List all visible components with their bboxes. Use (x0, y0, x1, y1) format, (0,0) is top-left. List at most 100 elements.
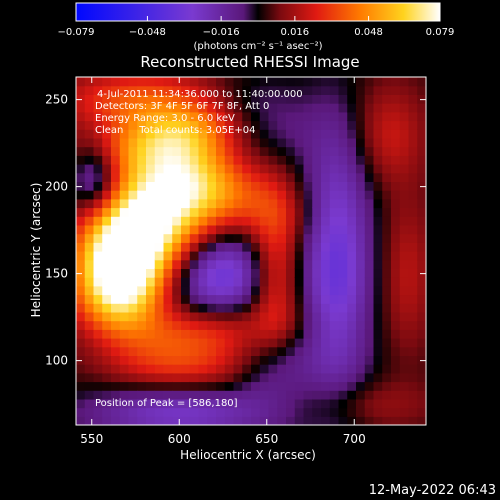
heatmap-cell (312, 155, 322, 165)
heatmap-cell (181, 172, 191, 182)
heatmap-cell (329, 381, 340, 391)
heatmap-cell (207, 137, 217, 148)
heatmap-cell (356, 346, 366, 356)
heatmap-cell (111, 398, 121, 409)
heatmap-cell (294, 416, 305, 425)
heatmap-cell (137, 164, 147, 174)
heatmap-cell (303, 146, 313, 156)
heatmap-cell (321, 207, 331, 217)
heatmap-cell (76, 198, 86, 209)
heatmap-cell (102, 346, 112, 356)
heatmap-cell (356, 120, 366, 130)
heatmap-cell (391, 364, 401, 374)
heatmap-cell (408, 137, 418, 148)
heatmap-cell (172, 390, 182, 400)
heatmap-cell (111, 355, 121, 365)
heatmap-cell (303, 303, 313, 313)
heatmap-cell (172, 155, 182, 165)
heatmap-cell (76, 329, 86, 339)
heatmap-cell (399, 111, 410, 122)
heatmap-cell (84, 303, 95, 313)
heatmap-cell (84, 407, 95, 417)
heatmap-cell (198, 294, 208, 304)
heatmap-cell (321, 198, 331, 209)
heatmap-cell (251, 277, 261, 287)
heatmap-cell (242, 198, 252, 209)
heatmap-cell (154, 268, 165, 278)
heatmap-cell (216, 77, 226, 87)
heatmap-cell (338, 172, 348, 182)
heatmap-cell (119, 181, 130, 191)
heatmap-cell (347, 242, 357, 252)
heatmap-cell (399, 181, 410, 191)
heatmap-cell (321, 311, 331, 322)
y-tick-label: 200 (45, 180, 68, 194)
heatmap-cell (172, 242, 182, 252)
heatmap-cell (102, 129, 112, 139)
heatmap-cell (338, 277, 348, 287)
heatmap-cell (329, 285, 340, 296)
heatmap-cell (233, 381, 243, 391)
heatmap-cell (154, 146, 165, 156)
heatmap-cell (399, 146, 410, 156)
heatmap-cell (286, 164, 296, 174)
heatmap-cell (111, 111, 121, 122)
heatmap-cell (303, 259, 313, 269)
heatmap-cell (347, 285, 357, 296)
heatmap-cell (356, 155, 366, 165)
heatmap-cell (268, 311, 278, 322)
heatmap-cell (268, 355, 278, 365)
heatmap-cell (391, 181, 401, 191)
heatmap-cell (154, 407, 165, 417)
heatmap-cell (373, 172, 383, 182)
heatmap-cell (373, 259, 383, 269)
heatmap-cell (207, 146, 217, 156)
heatmap-cell (312, 268, 322, 278)
heatmap-cell (76, 111, 86, 122)
heatmap-cell (207, 164, 217, 174)
heatmap-cell (399, 303, 410, 313)
heatmap-cell (84, 85, 95, 95)
heatmap-cell (137, 251, 147, 261)
heatmap-cell (181, 277, 191, 287)
heatmap-cell (312, 85, 322, 95)
x-axis-label: Heliocentric X (arcsec) (180, 448, 316, 462)
heatmap-cell (303, 407, 313, 417)
heatmap-cell (294, 146, 305, 156)
heatmap-cell (321, 190, 331, 200)
heatmap-cell (321, 338, 331, 348)
heatmap-cell (356, 77, 366, 87)
heatmap-cell (242, 164, 252, 174)
heatmap-cell (259, 77, 270, 87)
heatmap-cell (233, 198, 243, 209)
heatmap-cell (286, 398, 296, 409)
heatmap-cell (216, 338, 226, 348)
heatmap-cell (417, 390, 426, 400)
heatmap-cell (408, 172, 418, 182)
heatmap-cell (417, 111, 426, 122)
heatmap-cell (128, 416, 138, 425)
heatmap-cell (233, 94, 243, 104)
heatmap-cell (233, 129, 243, 139)
heatmap-cell (277, 94, 287, 104)
heatmap-cell (93, 190, 103, 200)
heatmap-cell (163, 416, 173, 425)
heatmap-cell (137, 233, 147, 243)
heatmap-cell (417, 242, 426, 252)
heatmap-cell (207, 285, 217, 296)
heatmap-cell (286, 277, 296, 287)
heatmap-cell (119, 259, 130, 269)
heatmap-cell (408, 303, 418, 313)
heatmap-cell (146, 303, 156, 313)
heatmap-cell (181, 207, 191, 217)
heatmap-cell (294, 94, 305, 104)
heatmap-cell (259, 120, 270, 130)
heatmap-cell (233, 190, 243, 200)
heatmap-cell (303, 381, 313, 391)
heatmap-cell (207, 207, 217, 217)
heatmap-cell (338, 320, 348, 330)
heatmap-cell (251, 303, 261, 313)
heatmap-cell (216, 207, 226, 217)
heatmap-cell (277, 129, 287, 139)
